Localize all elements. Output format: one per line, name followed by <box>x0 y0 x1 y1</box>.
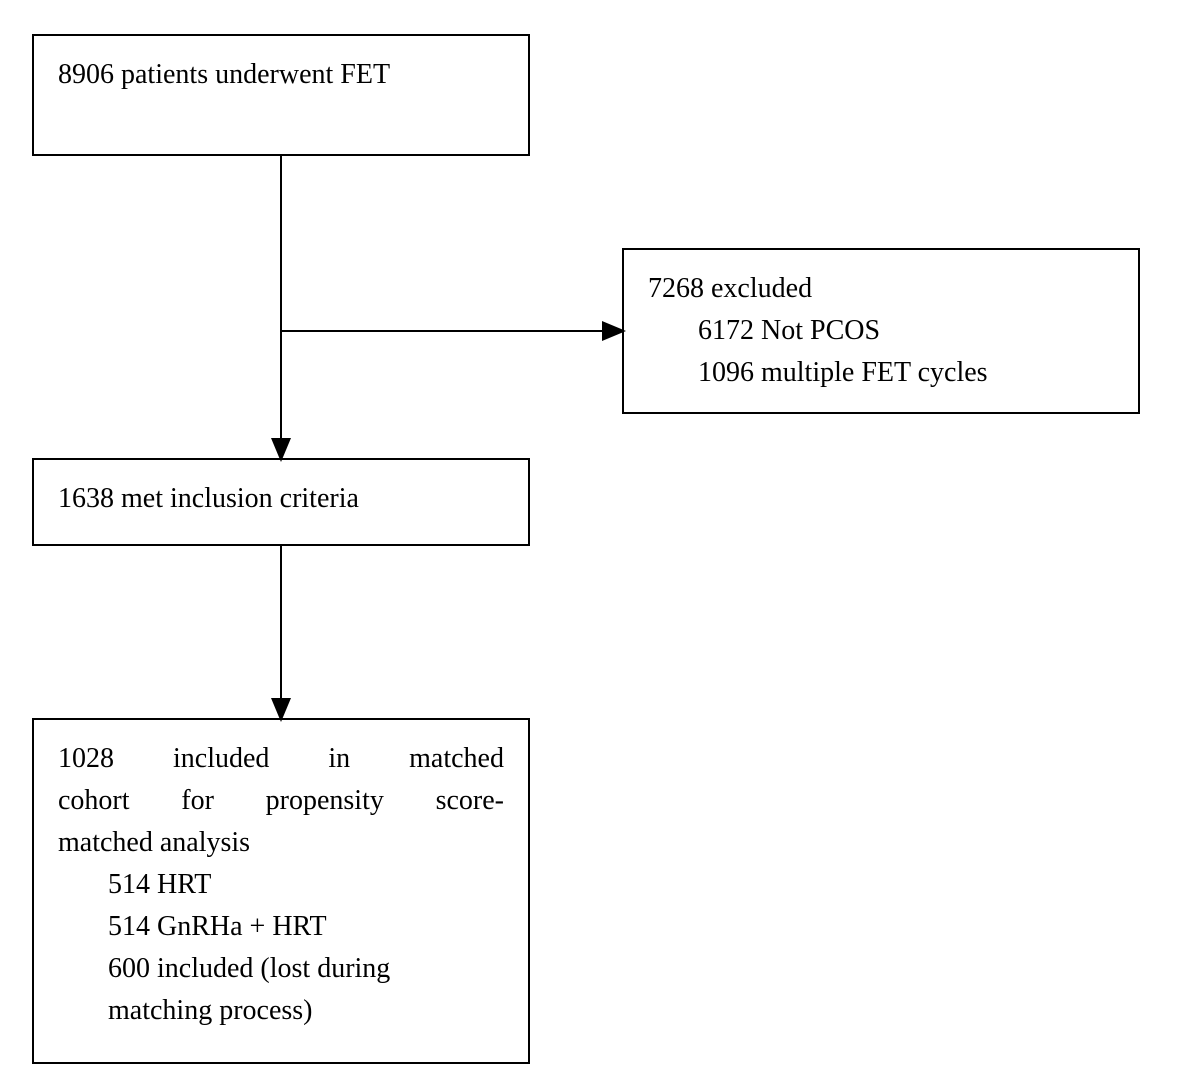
flow-node-inclusion: 1638 met inclusion criteria <box>32 458 530 546</box>
flow-node-matched-header-3: matched analysis <box>58 822 504 864</box>
flow-node-matched-line-3: matching process) <box>58 990 504 1032</box>
flow-node-start-text: 8906 patients underwent FET <box>58 59 390 90</box>
flow-node-excluded-line-1: 1096 multiple FET cycles <box>648 352 1114 394</box>
flow-node-matched: 1028 included in matched cohort for prop… <box>32 718 530 1064</box>
flow-node-excluded-header: 7268 excluded <box>648 268 1114 310</box>
flow-node-matched-header-1: 1028 included in matched <box>58 738 504 780</box>
flow-node-excluded: 7268 excluded 6172 Not PCOS 1096 multipl… <box>622 248 1140 414</box>
flow-node-matched-line-0: 514 HRT <box>58 864 504 906</box>
flow-node-inclusion-text: 1638 met inclusion criteria <box>58 483 359 514</box>
flow-node-matched-line-1: 514 GnRHa + HRT <box>58 906 504 948</box>
flow-node-start: 8906 patients underwent FET <box>32 34 530 156</box>
flow-node-matched-header-2: cohort for propensity score- <box>58 780 504 822</box>
flow-node-matched-line-2: 600 included (lost during <box>58 948 504 990</box>
flow-node-excluded-line-0: 6172 Not PCOS <box>648 310 1114 352</box>
